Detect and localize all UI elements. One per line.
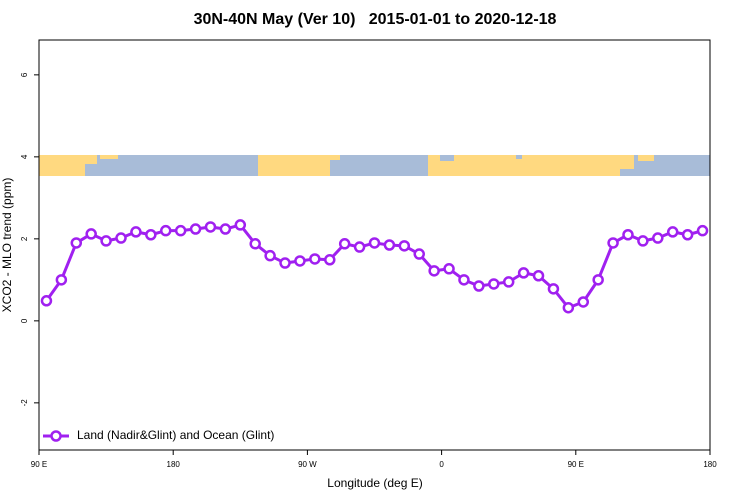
data-point xyxy=(189,223,202,235)
plot-frame xyxy=(38,39,711,451)
legend-label: Land (Nadir&Glint) and Ocean (Glint) xyxy=(77,428,274,442)
data-point xyxy=(443,263,455,275)
data-point xyxy=(204,221,217,233)
y-axis-label: XCO2 - MLO trend (ppm) xyxy=(0,178,14,313)
data-point xyxy=(488,278,500,290)
data-point xyxy=(219,223,232,235)
data-point xyxy=(353,241,366,253)
x-tick-label: 90 W xyxy=(298,460,317,469)
data-point xyxy=(279,257,291,269)
data-point xyxy=(666,226,679,238)
data-point xyxy=(547,283,560,295)
x-tick-label: 90 E xyxy=(568,460,584,469)
y-tick-label: 6 xyxy=(20,72,29,77)
data-point xyxy=(458,274,470,286)
data-point xyxy=(607,237,619,249)
data-point xyxy=(652,232,664,244)
data-point xyxy=(368,237,381,249)
data-point xyxy=(309,253,321,265)
data-point xyxy=(115,232,127,244)
x-tick-label: 180 xyxy=(703,460,717,469)
data-point xyxy=(398,240,411,252)
data-point xyxy=(428,265,440,277)
data-point xyxy=(294,255,306,267)
x-tick-label: 90 E xyxy=(31,460,47,469)
data-point xyxy=(577,296,590,308)
data-point xyxy=(696,224,709,237)
data-point xyxy=(562,301,575,314)
data-point xyxy=(502,276,515,288)
data-point xyxy=(622,229,634,241)
data-point xyxy=(338,238,351,250)
data-point xyxy=(592,274,604,286)
data-point xyxy=(264,249,276,262)
data-point xyxy=(85,228,97,240)
data-point xyxy=(517,267,530,279)
data-point xyxy=(70,237,83,249)
data-point xyxy=(145,229,157,241)
data-point xyxy=(249,238,261,250)
data-point xyxy=(100,235,112,247)
data-point xyxy=(40,295,53,307)
x-tick-label: 0 xyxy=(439,460,444,469)
chart-title: 30N-40N May (Ver 10) 2015-01-01 to 2020-… xyxy=(194,11,557,28)
data-point xyxy=(130,226,142,238)
data-point xyxy=(159,224,172,237)
land-ocean-strip xyxy=(39,155,710,176)
y-tick-label: 0 xyxy=(20,318,29,323)
data-point xyxy=(55,274,68,286)
data-point xyxy=(324,254,336,266)
data-point xyxy=(174,224,187,237)
legend-marker xyxy=(50,430,62,442)
data-point xyxy=(637,235,649,247)
data-point xyxy=(413,248,425,260)
data-point xyxy=(234,219,247,231)
data-point xyxy=(473,280,485,292)
data-point xyxy=(383,239,396,251)
data-point xyxy=(681,229,694,241)
x-tick-label: 180 xyxy=(167,460,181,469)
y-tick-label: 2 xyxy=(20,236,29,241)
x-axis-label: Longitude (deg E) xyxy=(327,476,422,490)
y-tick-label: 4 xyxy=(20,154,29,159)
data-point xyxy=(532,270,545,282)
y-tick-label: -2 xyxy=(20,399,29,407)
